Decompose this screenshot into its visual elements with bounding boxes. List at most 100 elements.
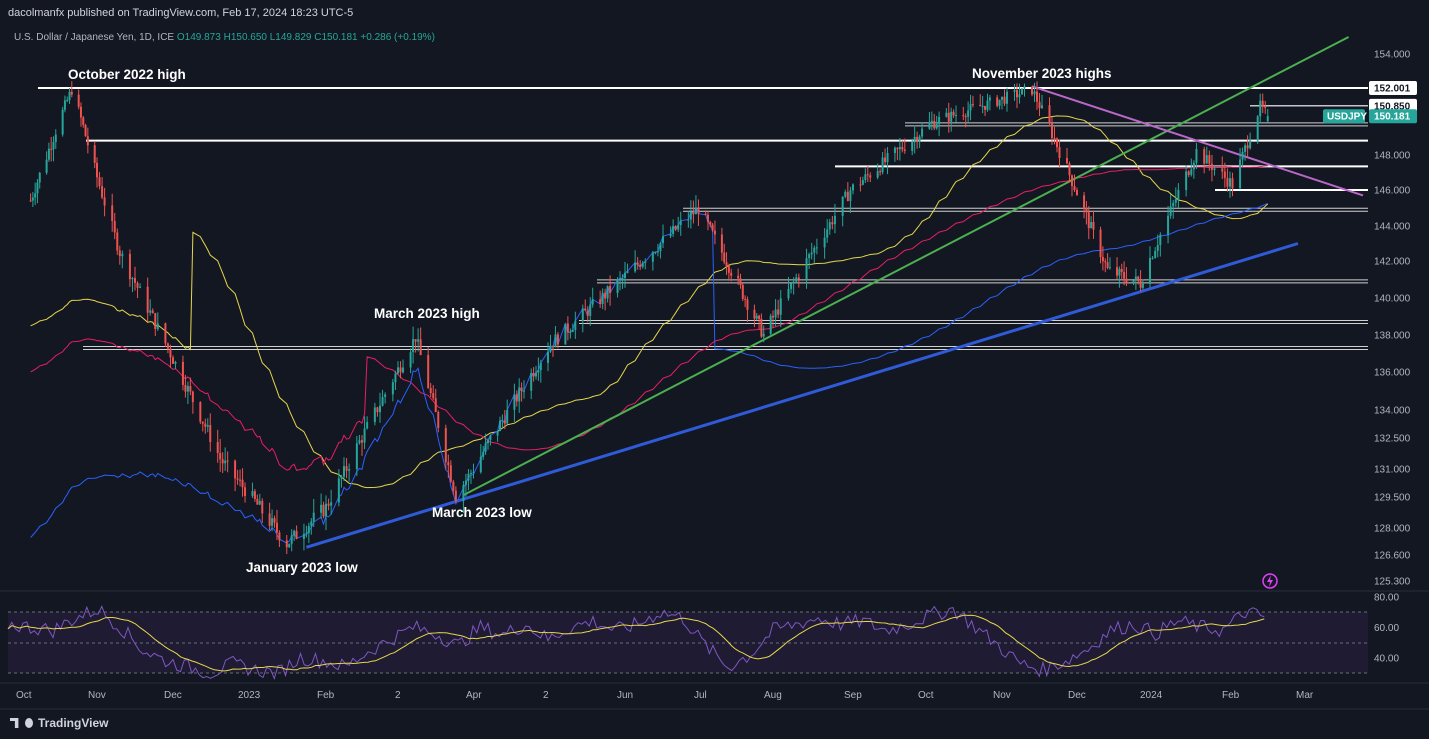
candle-body [609,286,612,294]
candle-body [86,136,89,146]
lightning-icon[interactable] [1262,573,1278,589]
candle-body [777,309,780,315]
candle-body [1241,151,1244,160]
candle-body [911,141,914,151]
candle-body [409,352,412,368]
price-tick-label: 148.000 [1374,151,1411,162]
candle-body [186,386,189,392]
candle-body [191,391,194,403]
candle-body [224,460,227,464]
candle-body [709,221,712,225]
candle-body [241,479,244,488]
candle-body [1261,100,1264,107]
candle-body [962,115,965,117]
candle-body [566,323,569,333]
candle-body [1092,221,1095,230]
candle-body [467,473,470,481]
candle-body [1154,250,1157,258]
ma-slow-line [30,202,1268,544]
candle-body [164,323,167,344]
candle-body [1205,155,1208,164]
candle-body [256,498,259,505]
candle-body [901,147,904,150]
candle-body [513,394,516,410]
tradingview-brand: TradingView [38,716,109,730]
candle-body [1001,96,1003,100]
candle-body [879,171,882,173]
candle-body [1038,101,1041,109]
candle-body [662,236,664,244]
tradingview-logo[interactable]: TradingView [10,716,108,730]
candle-body [128,253,131,280]
candle-body [1058,147,1061,158]
ohlc-close: C150.181 [314,32,358,43]
candle-body [1226,177,1229,187]
candle-body [1021,88,1023,95]
candle-body [828,222,831,230]
ohlc-high: H150.650 [223,32,267,43]
candle-body [379,405,381,413]
candle-body [251,491,254,496]
candle-body [584,308,587,311]
candle-body [273,518,276,523]
candle-body [599,299,602,305]
candle-body [503,420,506,424]
annotation-label: November 2023 highs [972,66,1112,81]
candle-body [201,421,204,424]
time-axis[interactable]: Oct Nov Dec 2023 Feb 2 Apr 2 Jun Jul Aug Sep Oct Nov D… [16,690,1314,701]
candle-body [772,315,774,318]
candle-body [725,262,728,267]
candle-body [1249,140,1252,149]
candle-body [515,394,518,402]
candle-body [258,500,261,505]
candle-body [472,472,475,474]
time-tick-label: 2023 [238,690,261,701]
candle-body [449,465,452,482]
candle-body [1003,96,1006,104]
candle-body [146,286,149,313]
candle-body [589,304,592,316]
annotation-label: October 2022 high [68,67,186,82]
candle-body [506,409,509,424]
candle-body [31,197,34,201]
candle-body [723,252,726,263]
candle-body [1223,171,1226,178]
price-tick-label: 144.000 [1374,222,1411,233]
candle-body [571,329,574,332]
price-tick-label: 138.000 [1374,331,1411,342]
candle-body [1141,283,1144,288]
candle-body [813,247,816,253]
candle-body [831,222,834,225]
candle-body [547,351,549,363]
candle-body [154,313,157,330]
candle-body [275,522,278,533]
candle-body [1132,280,1135,283]
candle-body [444,428,447,463]
ma-mid-line [30,165,1268,471]
candle-body [417,339,420,342]
rsi-line [7,605,1265,680]
candle-body [452,481,455,491]
candle-body [1101,257,1104,262]
candle-body [136,282,139,288]
candle-body [166,343,169,349]
candle-body [1013,90,1016,92]
candle-body [893,147,896,154]
candle-body [1087,212,1090,229]
candle-body [876,171,879,178]
candle-body [432,393,435,399]
price-axis[interactable]: 154.000152.000150.000148.000146.000144.0… [1323,50,1417,665]
candle-body [239,479,242,481]
rsi-tick-label: 80.00 [1374,592,1399,603]
price-tick-label: 140.000 [1374,294,1411,305]
candle-body [903,149,906,151]
candle-body [841,196,844,216]
candle-body [1159,234,1162,246]
candle-body [310,521,313,527]
candle-body [1167,215,1170,235]
candle-body [569,331,572,333]
candle-body [677,225,680,230]
candle-body [1244,145,1247,152]
